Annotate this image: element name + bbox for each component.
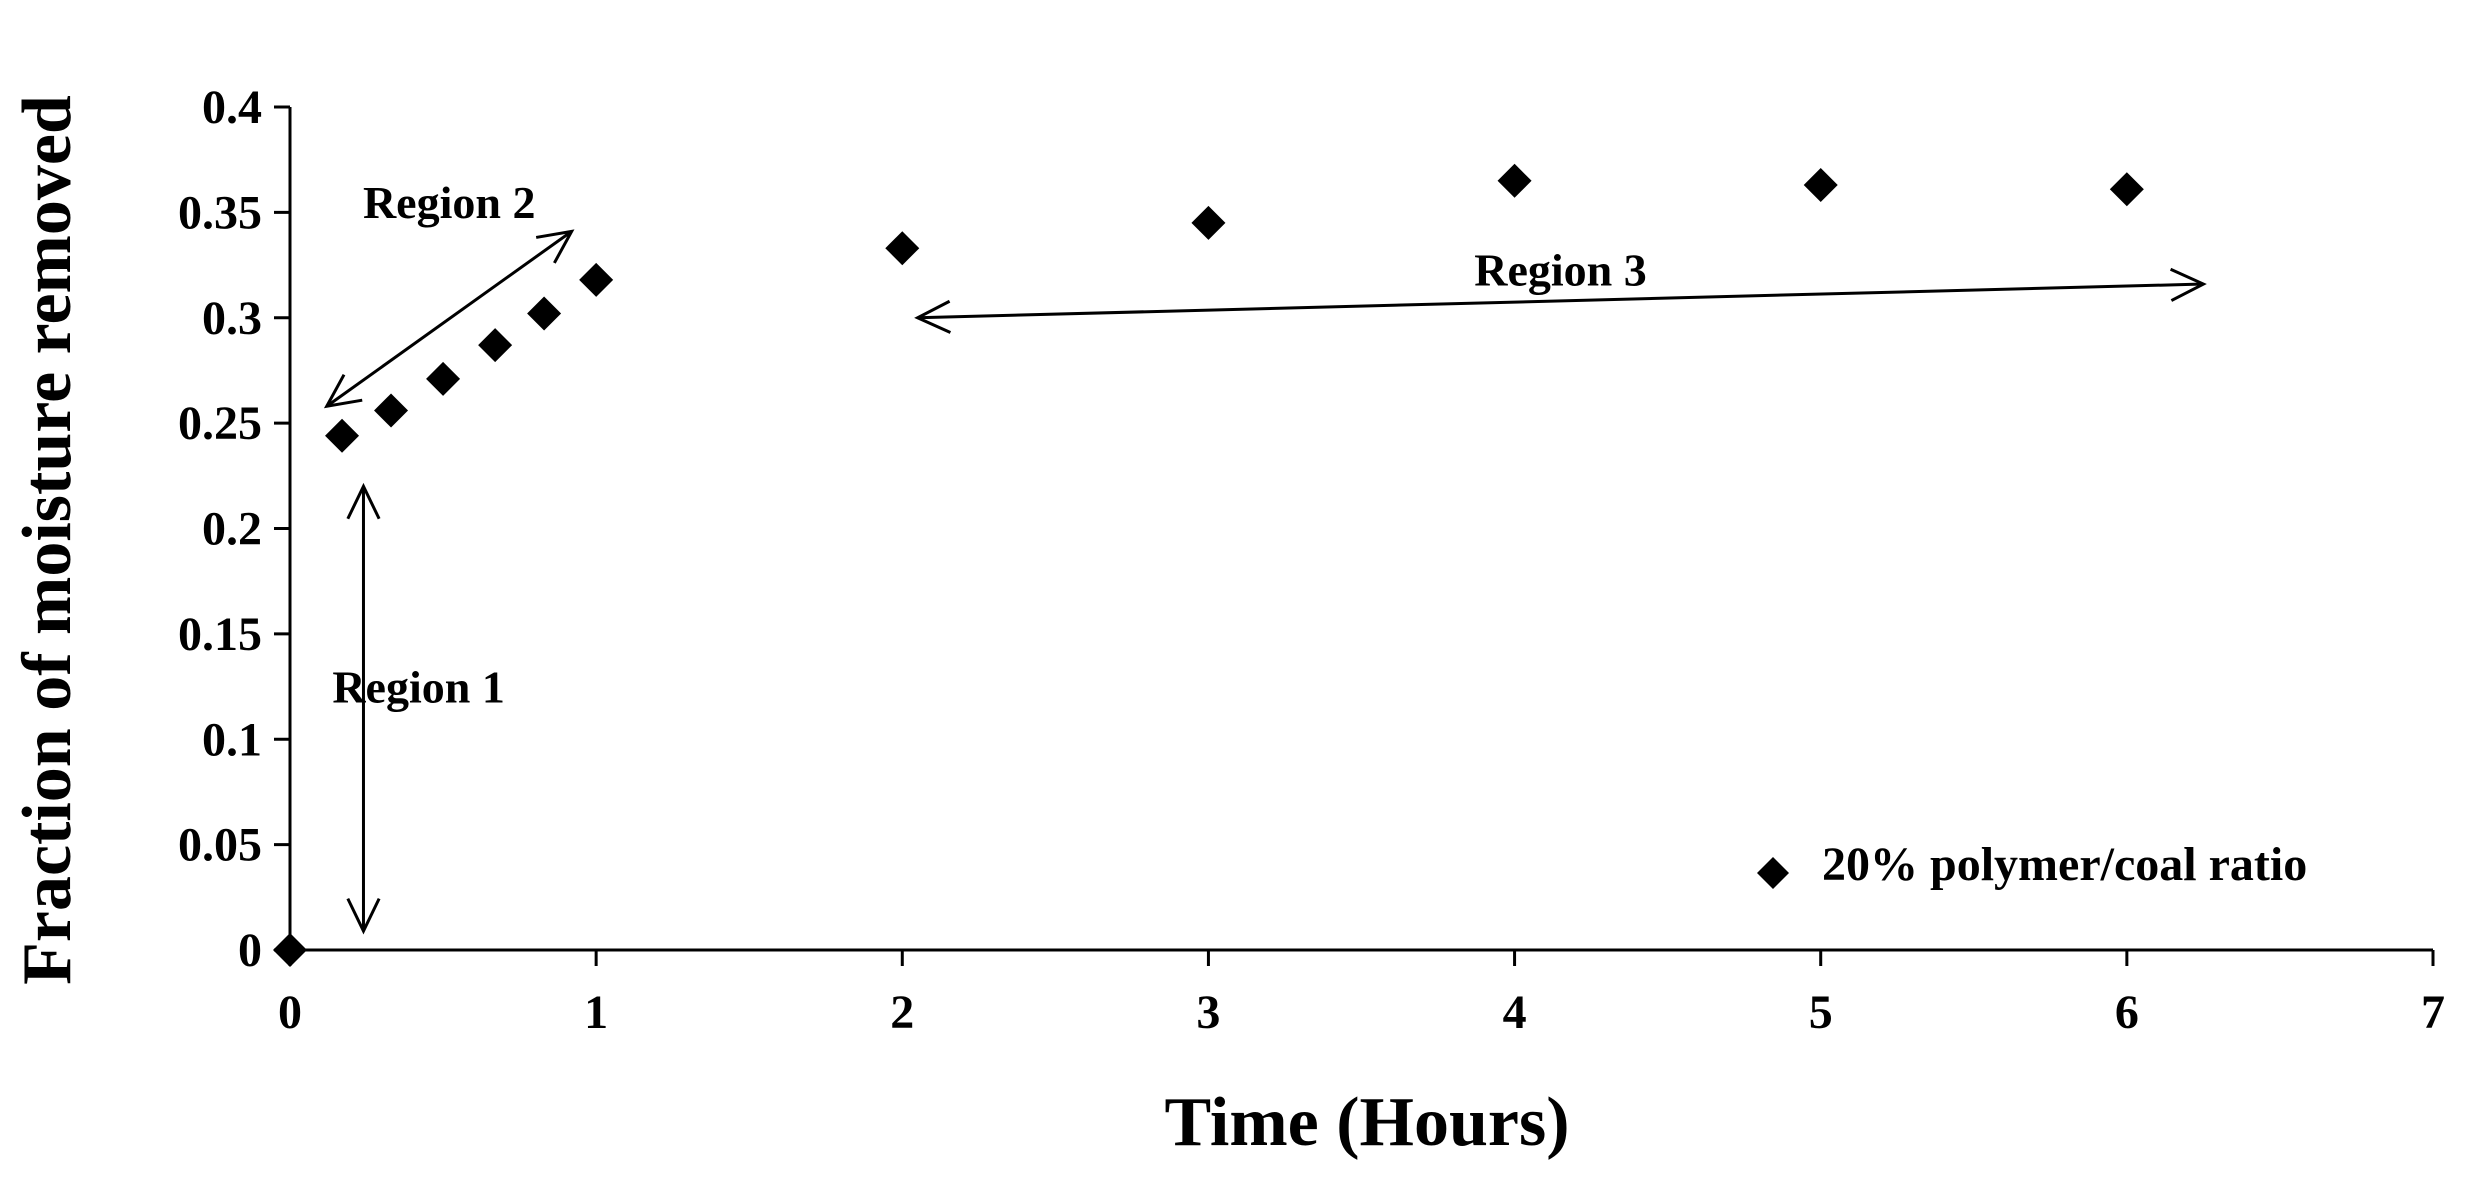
x-tick-label: 1 — [584, 986, 608, 1039]
data-point — [579, 262, 614, 297]
legend: 20% polymer/coal ratio — [1757, 838, 2307, 891]
arrowhead — [346, 482, 381, 520]
x-tick-label: 0 — [278, 986, 302, 1039]
legend-label: 20% polymer/coal ratio — [1822, 838, 2307, 891]
data-point — [2109, 172, 2144, 207]
data-point — [1497, 163, 1532, 198]
arrowhead — [323, 373, 363, 409]
arrowhead — [346, 897, 381, 935]
data-point — [478, 328, 513, 363]
y-tick-label: 0.3 — [202, 292, 262, 345]
legend-marker-diamond — [1757, 857, 1789, 889]
x-tick-label: 5 — [1809, 986, 1833, 1039]
region-label: Region 3 — [1474, 244, 1647, 295]
y-tick-label: 0.4 — [202, 81, 262, 134]
region-arrow-line — [325, 230, 573, 408]
arrowhead — [535, 229, 575, 264]
y-tick-label: 0 — [238, 924, 262, 977]
data-point — [885, 231, 920, 266]
x-axis-title: Time (Hours) — [1164, 1084, 1569, 1161]
y-tick-label: 0.15 — [178, 608, 262, 661]
region-label: Region 2 — [363, 177, 536, 228]
y-tick-label: 0.35 — [178, 186, 262, 239]
x-tick-label: 3 — [1196, 986, 1220, 1039]
data-point — [1803, 167, 1838, 202]
x-tick-label: 4 — [1503, 986, 1527, 1039]
data-point — [273, 933, 307, 967]
x-tick-label: 7 — [2421, 986, 2445, 1039]
data-point — [374, 393, 409, 428]
plot-area: 0 0.05 0.1 0.15 0.2 0.25 0.3 0.35 0.4 0 1 2 3 4 5 6 7 Reg… — [178, 81, 2445, 1039]
y-tick-label: 0.05 — [178, 819, 262, 872]
data-point — [325, 418, 360, 453]
y-tick-label: 0.25 — [178, 397, 262, 450]
y-tick-label: 0.1 — [202, 713, 262, 766]
y-tick-label: 0.2 — [202, 503, 262, 556]
region-label: Region 1 — [332, 662, 505, 713]
data-point — [1191, 205, 1226, 240]
region-arrow-line — [917, 282, 2204, 320]
x-tick-label: 2 — [890, 986, 914, 1039]
data-point — [426, 361, 461, 396]
x-tick-label: 6 — [2115, 986, 2139, 1039]
arrowhead — [2169, 267, 2207, 302]
data-point — [527, 296, 562, 331]
y-axis-title: Fraction of moisture removed — [9, 95, 86, 985]
arrowhead — [914, 299, 952, 334]
